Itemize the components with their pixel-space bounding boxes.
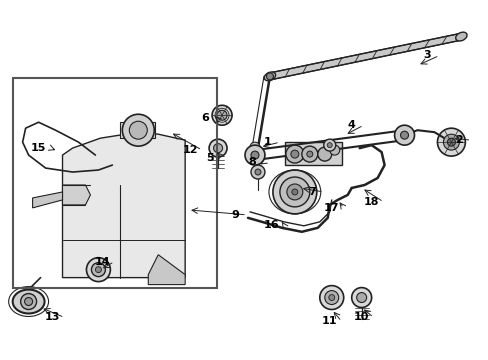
Text: 7: 7	[307, 187, 315, 197]
Circle shape	[329, 145, 339, 155]
Circle shape	[244, 145, 264, 165]
Circle shape	[213, 144, 222, 153]
Text: 11: 11	[322, 316, 337, 327]
Circle shape	[306, 151, 312, 157]
Circle shape	[437, 128, 465, 156]
Ellipse shape	[455, 32, 466, 41]
Polygon shape	[33, 192, 62, 208]
Circle shape	[291, 189, 297, 195]
Text: 17: 17	[324, 203, 339, 213]
Circle shape	[290, 150, 298, 158]
Circle shape	[95, 267, 101, 273]
Text: 18: 18	[363, 197, 379, 207]
Polygon shape	[148, 255, 185, 285]
Polygon shape	[267, 32, 464, 80]
Circle shape	[443, 134, 458, 150]
Circle shape	[323, 139, 335, 151]
Circle shape	[129, 121, 147, 139]
Bar	[13, 78, 217, 288]
Text: 13: 13	[45, 312, 60, 323]
Polygon shape	[62, 132, 185, 278]
Circle shape	[212, 105, 232, 125]
Circle shape	[285, 145, 303, 163]
Circle shape	[328, 294, 334, 301]
Text: 1: 1	[264, 137, 271, 147]
Text: 15: 15	[31, 143, 46, 153]
Polygon shape	[62, 185, 90, 205]
Circle shape	[266, 73, 273, 80]
Circle shape	[356, 293, 366, 302]
Circle shape	[24, 298, 33, 306]
Text: 12: 12	[182, 145, 198, 155]
Circle shape	[250, 165, 264, 179]
Text: 14: 14	[94, 257, 110, 267]
Ellipse shape	[13, 289, 44, 314]
Text: 5: 5	[206, 153, 213, 163]
Circle shape	[286, 184, 302, 200]
Circle shape	[254, 169, 261, 175]
Circle shape	[217, 110, 226, 120]
Circle shape	[122, 114, 154, 146]
Circle shape	[319, 285, 343, 310]
Circle shape	[351, 288, 371, 307]
Text: 10: 10	[353, 312, 368, 323]
Text: 4: 4	[347, 120, 355, 130]
Circle shape	[326, 143, 331, 148]
Polygon shape	[285, 142, 341, 165]
Text: 3: 3	[423, 50, 430, 60]
Circle shape	[324, 291, 338, 305]
Circle shape	[249, 142, 260, 152]
Circle shape	[272, 170, 316, 214]
Text: 6: 6	[201, 113, 209, 123]
Text: 8: 8	[247, 157, 255, 167]
Circle shape	[20, 293, 37, 310]
Text: 9: 9	[231, 210, 239, 220]
Circle shape	[86, 258, 110, 282]
Ellipse shape	[264, 72, 275, 81]
Circle shape	[91, 263, 105, 276]
Circle shape	[400, 131, 407, 139]
Circle shape	[250, 151, 259, 159]
Circle shape	[301, 146, 317, 162]
Text: 2: 2	[455, 135, 462, 145]
Circle shape	[209, 139, 226, 157]
Polygon shape	[120, 122, 155, 138]
Circle shape	[394, 125, 414, 145]
Circle shape	[279, 177, 309, 207]
Text: 16: 16	[264, 220, 279, 230]
Circle shape	[317, 147, 331, 161]
Circle shape	[447, 138, 454, 146]
